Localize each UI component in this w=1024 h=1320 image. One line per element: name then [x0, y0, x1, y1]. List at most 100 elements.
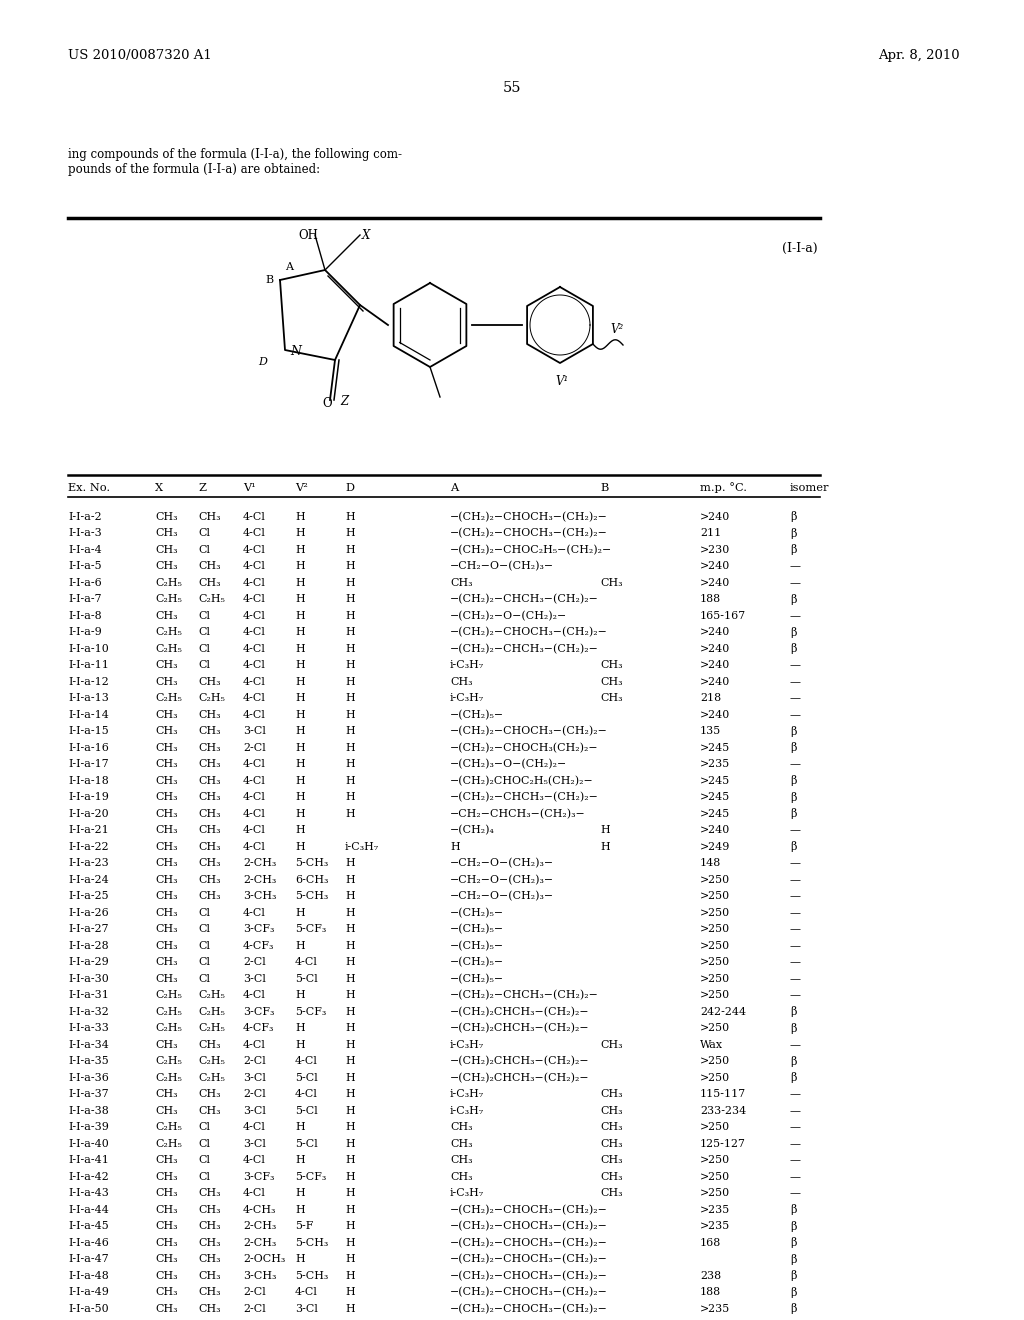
Text: —: — [790, 1188, 801, 1199]
Text: H: H [345, 1188, 354, 1199]
Text: 188: 188 [700, 1287, 721, 1298]
Text: i-C₃H₇: i-C₃H₇ [450, 693, 484, 704]
Text: I-I-a-39: I-I-a-39 [68, 1122, 109, 1133]
Text: >240: >240 [700, 677, 730, 686]
Text: −CH₂−O−(CH₂)₃−: −CH₂−O−(CH₂)₃− [450, 891, 554, 902]
Text: −(CH₂)₅−: −(CH₂)₅− [450, 974, 504, 983]
Text: ing compounds of the formula (I-I-a), the following com-: ing compounds of the formula (I-I-a), th… [68, 148, 402, 161]
Text: H: H [295, 842, 304, 851]
Text: −(CH₂)₂CHCH₃−(CH₂)₂−: −(CH₂)₂CHCH₃−(CH₂)₂− [450, 1007, 590, 1016]
Text: β: β [790, 775, 797, 787]
Text: CH₃: CH₃ [155, 545, 177, 554]
Text: H: H [345, 627, 354, 638]
Text: −(CH₂)₂−O−(CH₂)₂−: −(CH₂)₂−O−(CH₂)₂− [450, 611, 567, 620]
Text: H: H [345, 957, 354, 968]
Text: —: — [790, 1122, 801, 1133]
Text: Cl: Cl [198, 627, 210, 638]
Text: Cl: Cl [198, 660, 210, 671]
Text: H: H [295, 1122, 304, 1133]
Text: >250: >250 [700, 990, 730, 1001]
Text: H: H [295, 990, 304, 1001]
Text: 55: 55 [503, 81, 521, 95]
Text: H: H [345, 1007, 354, 1016]
Text: I-I-a-49: I-I-a-49 [68, 1287, 109, 1298]
Text: H: H [600, 842, 609, 851]
Text: C₂H₅: C₂H₅ [155, 578, 182, 587]
Text: I-I-a-12: I-I-a-12 [68, 677, 109, 686]
Text: I-I-a-50: I-I-a-50 [68, 1304, 109, 1313]
Text: 4-Cl: 4-Cl [243, 1155, 266, 1166]
Text: H: H [295, 611, 304, 620]
Text: H: H [345, 1221, 354, 1232]
Text: >250: >250 [700, 875, 730, 884]
Text: I-I-a-11: I-I-a-11 [68, 660, 109, 671]
Text: β: β [790, 544, 797, 556]
Text: 4-Cl: 4-Cl [243, 677, 266, 686]
Text: CH₃: CH₃ [155, 743, 177, 752]
Text: 4-Cl: 4-Cl [295, 1056, 317, 1067]
Text: H: H [345, 875, 354, 884]
Text: H: H [345, 677, 354, 686]
Text: 3-CH₃: 3-CH₃ [243, 891, 276, 902]
Text: CH₃: CH₃ [155, 891, 177, 902]
Text: >245: >245 [700, 743, 730, 752]
Text: CH₃: CH₃ [155, 660, 177, 671]
Text: I-I-a-41: I-I-a-41 [68, 1155, 109, 1166]
Text: CH₃: CH₃ [198, 1254, 220, 1265]
Text: Z: Z [198, 483, 206, 492]
Text: 4-Cl: 4-Cl [243, 809, 266, 818]
Text: I-I-a-30: I-I-a-30 [68, 974, 109, 983]
Text: X: X [362, 228, 371, 242]
Text: C₂H₅: C₂H₅ [198, 1073, 225, 1082]
Text: O: O [322, 397, 332, 411]
Text: CH₃: CH₃ [155, 677, 177, 686]
Text: I-I-a-26: I-I-a-26 [68, 908, 109, 917]
Text: i-C₃H₇: i-C₃H₇ [450, 1188, 484, 1199]
Text: β: β [790, 643, 797, 655]
Text: C₂H₅: C₂H₅ [198, 1007, 225, 1016]
Text: >250: >250 [700, 908, 730, 917]
Text: >250: >250 [700, 1023, 730, 1034]
Text: —: — [790, 710, 801, 719]
Text: —: — [790, 875, 801, 884]
Text: −(CH₂)₂−CHOCH₃−(CH₂)₂−: −(CH₂)₂−CHOCH₃−(CH₂)₂− [450, 1238, 608, 1247]
Text: CH₃: CH₃ [198, 512, 220, 521]
Text: 4-Cl: 4-Cl [243, 759, 266, 770]
Text: H: H [345, 941, 354, 950]
Text: —: — [790, 561, 801, 572]
Text: CH₃: CH₃ [600, 660, 623, 671]
Text: CH₃: CH₃ [600, 1188, 623, 1199]
Text: 2-Cl: 2-Cl [243, 1304, 266, 1313]
Text: >245: >245 [700, 792, 730, 803]
Text: >250: >250 [700, 1122, 730, 1133]
Text: H: H [295, 561, 304, 572]
Text: 238: 238 [700, 1271, 721, 1280]
Text: CH₃: CH₃ [450, 1122, 472, 1133]
Text: β: β [790, 1287, 797, 1298]
Text: H: H [345, 1205, 354, 1214]
Text: 5-F: 5-F [295, 1221, 313, 1232]
Text: 4-Cl: 4-Cl [243, 644, 266, 653]
Text: >250: >250 [700, 1056, 730, 1067]
Text: 5-Cl: 5-Cl [295, 1139, 317, 1148]
Text: pounds of the formula (I-I-a) are obtained:: pounds of the formula (I-I-a) are obtain… [68, 162, 321, 176]
Text: CH₃: CH₃ [198, 1040, 220, 1049]
Text: I-I-a-42: I-I-a-42 [68, 1172, 109, 1181]
Text: —: — [790, 578, 801, 587]
Text: Cl: Cl [198, 908, 210, 917]
Text: −(CH₂)₂−CHOCH₃−(CH₂)₂−: −(CH₂)₂−CHOCH₃−(CH₂)₂− [450, 1304, 608, 1313]
Text: I-I-a-13: I-I-a-13 [68, 693, 109, 704]
Text: C₂H₅: C₂H₅ [198, 990, 225, 1001]
Text: I-I-a-14: I-I-a-14 [68, 710, 109, 719]
Text: CH₃: CH₃ [155, 809, 177, 818]
Text: I-I-a-34: I-I-a-34 [68, 1040, 109, 1049]
Text: CH₃: CH₃ [155, 957, 177, 968]
Text: CH₃: CH₃ [155, 1205, 177, 1214]
Text: 6-CH₃: 6-CH₃ [295, 875, 329, 884]
Text: β: β [790, 511, 797, 523]
Text: I-I-a-9: I-I-a-9 [68, 627, 101, 638]
Text: CH₃: CH₃ [198, 792, 220, 803]
Text: −(CH₂)₅−: −(CH₂)₅− [450, 710, 504, 719]
Text: C₂H₅: C₂H₅ [155, 1007, 182, 1016]
Text: CH₃: CH₃ [600, 1155, 623, 1166]
